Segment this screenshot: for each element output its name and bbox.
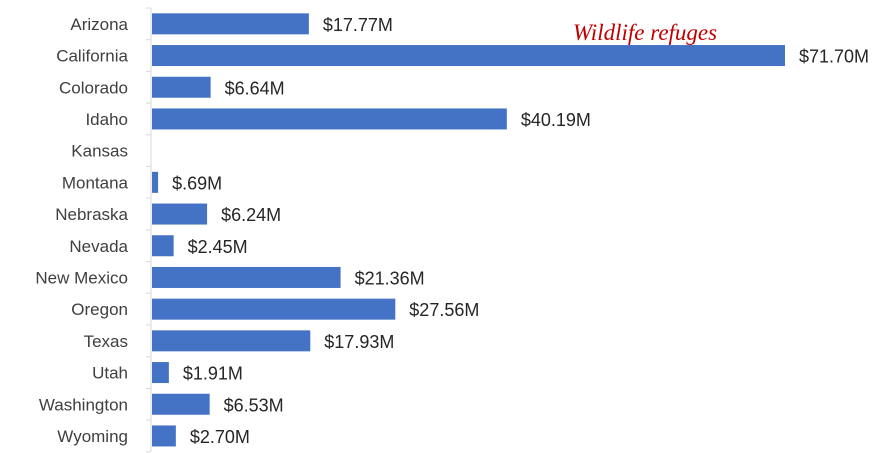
bar <box>152 393 210 415</box>
bar <box>152 362 169 384</box>
category-label: Idaho <box>85 110 128 129</box>
value-labels: $17.77M $71.70M $6.64M $40.19M $.69M $6.24M $2… <box>172 15 869 447</box>
value-label: $27.56M <box>409 300 479 320</box>
bar <box>152 235 174 257</box>
value-label: $2.70M <box>190 427 250 447</box>
value-label: $6.24M <box>221 205 281 225</box>
chart-title: Wildlife refuges <box>573 20 717 45</box>
value-label: $2.45M <box>188 237 248 257</box>
category-label: Wyoming <box>57 427 128 446</box>
value-label: $6.53M <box>224 395 284 415</box>
category-label: Montana <box>62 173 129 192</box>
value-label: $17.77M <box>323 15 393 35</box>
bar <box>152 45 785 67</box>
category-label: Arizona <box>70 15 128 34</box>
bar <box>152 13 309 35</box>
value-label: $17.93M <box>324 332 394 352</box>
category-labels: Arizona California Colorado Idaho Kansas Mont… <box>35 15 128 446</box>
value-label: $71.70M <box>799 47 869 67</box>
bar <box>152 203 208 225</box>
value-label: $6.64M <box>225 78 285 98</box>
category-label: New Mexico <box>35 268 128 287</box>
value-label: $1.91M <box>183 364 243 384</box>
category-label: Washington <box>39 395 128 414</box>
bar <box>152 298 396 320</box>
category-label: Colorado <box>59 78 128 97</box>
value-label: $.69M <box>172 173 222 193</box>
bar <box>152 76 211 98</box>
bar <box>152 330 311 352</box>
category-label: Nebraska <box>55 205 128 224</box>
bar <box>152 266 341 288</box>
bar <box>152 425 176 447</box>
value-label: $21.36M <box>355 268 425 288</box>
bar <box>152 108 507 130</box>
y-axis-ticks <box>146 7 151 453</box>
category-label: Texas <box>84 332 128 351</box>
category-label: Utah <box>92 364 128 383</box>
category-label: California <box>56 47 128 66</box>
bar <box>152 171 159 193</box>
category-label: Nevada <box>69 237 128 256</box>
category-label: Oregon <box>71 300 128 319</box>
bars-group <box>152 13 785 447</box>
value-label: $40.19M <box>521 110 591 130</box>
category-label: Kansas <box>71 142 128 161</box>
